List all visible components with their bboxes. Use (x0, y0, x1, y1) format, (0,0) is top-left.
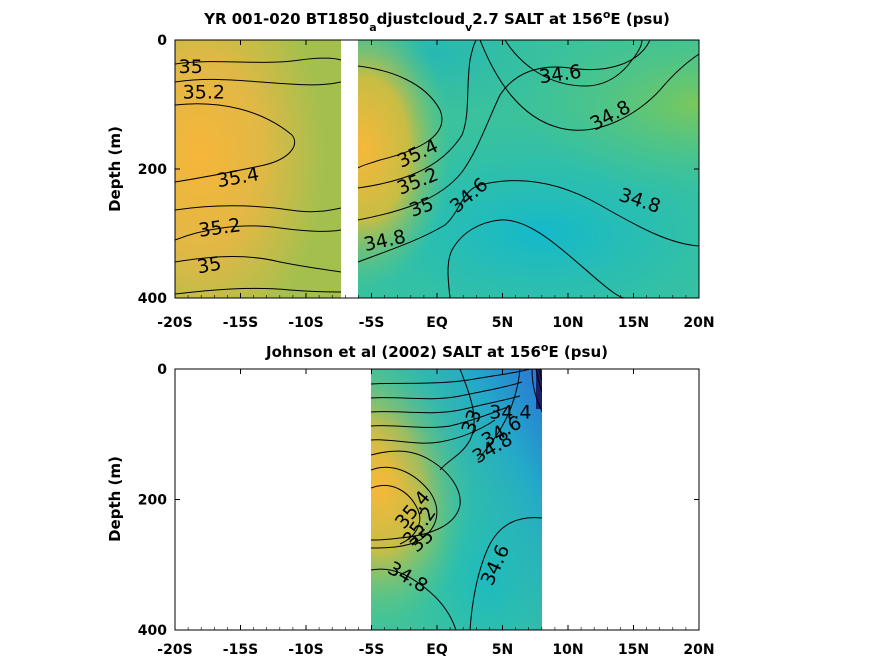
x-tick-label: -15S (223, 315, 258, 331)
y-tick-label: 400 (138, 623, 167, 639)
x-tick-label: 5N (492, 642, 513, 656)
x-tick-label: -20S (157, 642, 192, 656)
bottom-color-field (371, 369, 542, 630)
top-y-label: Depth (m) (106, 126, 124, 212)
x-tick-label: 20N (683, 315, 714, 331)
y-tick-label: 0 (157, 362, 167, 378)
top-x-axis: -20S -15S -10S -5S EQ 5N 10N 15N 20N (157, 40, 715, 331)
x-tick-label: 20N (683, 642, 714, 656)
bottom-panel: Johnson et al (2002) SALT at 156oE (psu) (106, 341, 715, 656)
x-tick-label: -10S (288, 642, 323, 656)
x-tick-label: -15S (223, 642, 258, 656)
contour-label: 34.4 (489, 401, 531, 423)
bottom-x-axis: -20S -15S -10S -5S EQ 5N 10N 15N 20N (157, 369, 715, 656)
y-tick-label: 0 (157, 33, 167, 49)
bottom-title: Johnson et al (2002) SALT at 156oE (psu) (265, 341, 608, 362)
contour-label: 35 (195, 253, 223, 279)
x-tick-label: 15N (618, 642, 649, 656)
top-panel: YR 001-020 BT1850adjustcloudv2.7 SALT at… (106, 8, 715, 332)
y-tick-label: 400 (138, 291, 167, 307)
top-y-axis: 0 200 400 (138, 33, 699, 307)
x-tick-label: EQ (426, 315, 448, 331)
contour-label: 35.2 (183, 82, 225, 104)
x-tick-label: EQ (426, 642, 448, 656)
top-data-gap (341, 40, 358, 298)
x-tick-label: -5S (359, 642, 385, 656)
x-tick-label: 10N (552, 315, 583, 331)
contour-label: 35 (179, 56, 203, 78)
top-color-field (175, 40, 699, 298)
bottom-y-label: Depth (m) (106, 456, 124, 542)
x-tick-label: 5N (492, 315, 513, 331)
y-tick-label: 200 (138, 493, 167, 509)
bottom-y-axis: 0 200 400 (138, 362, 699, 639)
x-tick-label: -10S (288, 315, 323, 331)
top-title: YR 001-020 BT1850adjustcloudv2.7 SALT at… (203, 8, 670, 34)
x-tick-label: 15N (618, 315, 649, 331)
y-tick-label: 200 (138, 162, 167, 178)
x-tick-label: 10N (552, 642, 583, 656)
x-tick-label: -20S (157, 315, 192, 331)
x-tick-label: -5S (359, 315, 385, 331)
